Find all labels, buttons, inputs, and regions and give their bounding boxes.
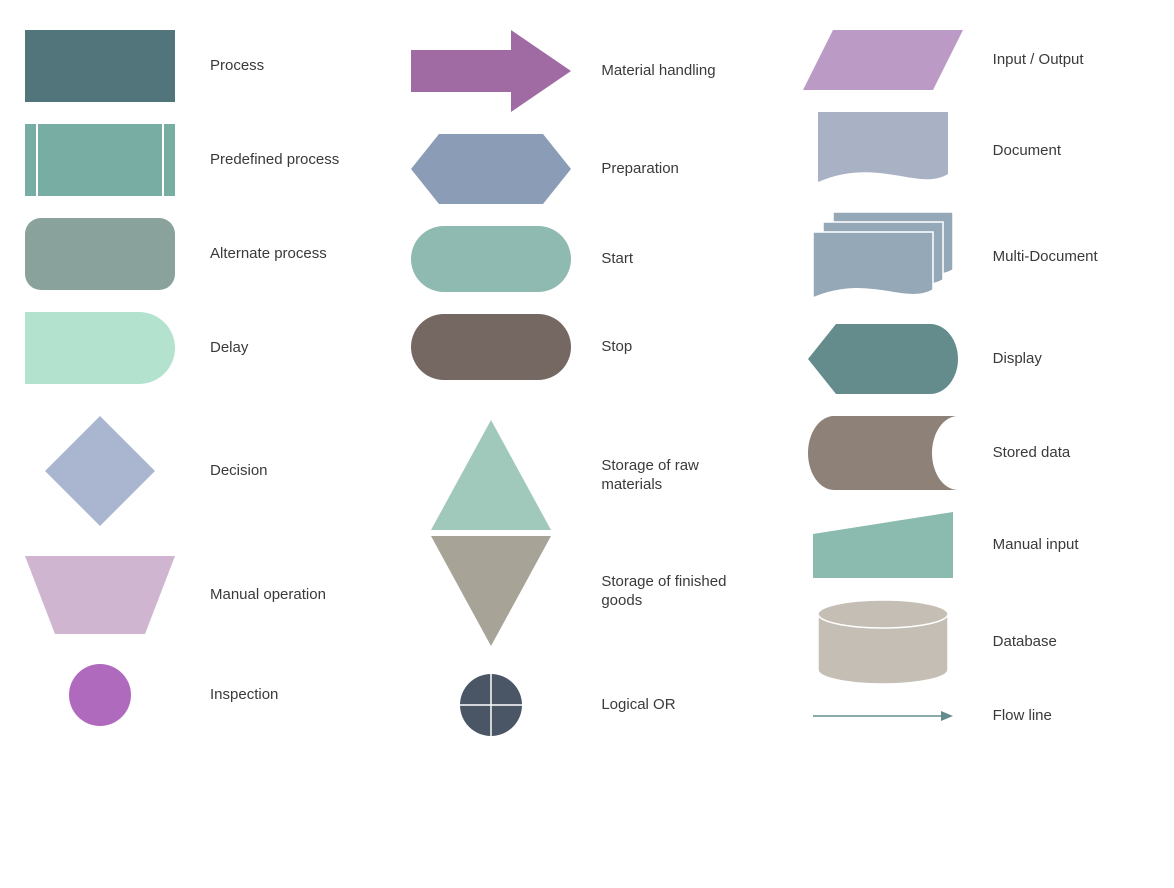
shape-flow-line <box>803 706 963 726</box>
shape-storage-raw <box>411 420 571 530</box>
label-preparation: Preparation <box>601 159 679 179</box>
row-predefined-process: Predefined process <box>20 124 371 196</box>
shape-inspection <box>20 664 180 726</box>
shape-logical-or <box>411 674 571 736</box>
label-stop: Stop <box>601 337 632 357</box>
shape-preparation <box>411 134 571 204</box>
label-multi-document: Multi-Document <box>993 247 1098 267</box>
label-predefined-process: Predefined process <box>210 150 339 170</box>
shape-decision <box>20 416 180 526</box>
column-3: Input / Output Document Multi-Document <box>803 30 1154 758</box>
legend-container: Process Predefined process Alternate pro… <box>0 0 1174 788</box>
label-process: Process <box>210 56 264 76</box>
label-input-output: Input / Output <box>993 50 1084 70</box>
label-start: Start <box>601 249 633 269</box>
row-preparation: Preparation <box>411 134 762 204</box>
shape-document <box>803 112 963 190</box>
row-database: Database <box>803 600 1154 684</box>
label-manual-input: Manual input <box>993 535 1079 555</box>
label-material-handling: Material handling <box>601 61 715 81</box>
row-multi-document: Multi-Document <box>803 212 1154 302</box>
row-storage-finished: Storage of finished goods <box>411 536 762 646</box>
shape-display <box>803 324 963 394</box>
label-alternate-process: Alternate process <box>210 244 327 264</box>
label-flow-line: Flow line <box>993 706 1052 726</box>
row-display: Display <box>803 324 1154 394</box>
label-delay: Delay <box>210 338 248 358</box>
shape-manual-input <box>803 512 963 578</box>
row-logical-or: Logical OR <box>411 674 762 736</box>
shape-storage-finished <box>411 536 571 646</box>
row-document: Document <box>803 112 1154 190</box>
label-display: Display <box>993 349 1042 369</box>
column-1: Process Predefined process Alternate pro… <box>20 30 371 758</box>
label-decision: Decision <box>210 461 268 481</box>
label-inspection: Inspection <box>210 685 278 705</box>
row-input-output: Input / Output <box>803 30 1154 90</box>
shape-predefined-process <box>20 124 180 196</box>
row-manual-input: Manual input <box>803 512 1154 578</box>
label-stored-data: Stored data <box>993 443 1071 463</box>
row-inspection: Inspection <box>20 664 371 726</box>
shape-material-handling <box>411 30 571 112</box>
row-stored-data: Stored data <box>803 416 1154 490</box>
shape-database <box>803 600 963 684</box>
row-manual-operation: Manual operation <box>20 556 371 634</box>
row-stop: Stop <box>411 314 762 380</box>
label-database: Database <box>993 632 1057 652</box>
label-manual-operation: Manual operation <box>210 585 326 605</box>
row-process: Process <box>20 30 371 102</box>
shape-manual-operation <box>20 556 180 634</box>
label-logical-or: Logical OR <box>601 695 675 715</box>
shape-alternate-process <box>20 218 180 290</box>
shape-process <box>20 30 180 102</box>
row-alternate-process: Alternate process <box>20 218 371 290</box>
shape-stored-data <box>803 416 963 490</box>
shape-input-output <box>803 30 963 90</box>
row-decision: Decision <box>20 416 371 526</box>
row-flow-line: Flow line <box>803 706 1154 726</box>
row-material-handling: Material handling <box>411 30 762 112</box>
shape-delay <box>20 312 180 384</box>
row-storage-raw: Storage of raw materials <box>411 420 762 530</box>
shape-start <box>411 226 571 292</box>
label-storage-finished: Storage of finished goods <box>601 572 726 611</box>
row-delay: Delay <box>20 312 371 384</box>
label-storage-raw: Storage of raw materials <box>601 456 699 495</box>
shape-stop <box>411 314 571 380</box>
column-2: Material handling Preparation Start Stop <box>411 30 762 758</box>
row-start: Start <box>411 226 762 292</box>
label-document: Document <box>993 141 1061 161</box>
shape-multi-document <box>803 212 963 302</box>
